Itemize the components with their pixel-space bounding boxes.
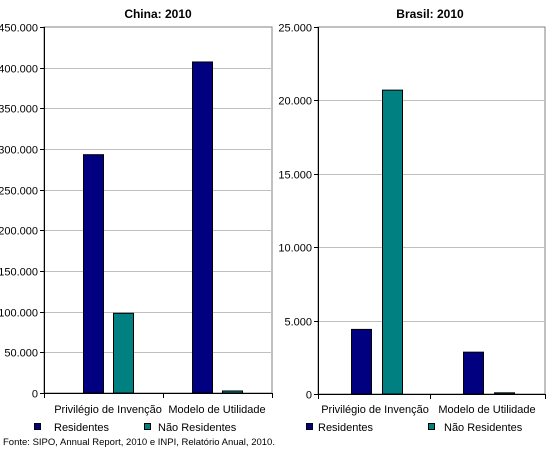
china-bar-nao-residentes-2: [222, 390, 243, 394]
brasil-y-tick-label: 20.000: [278, 96, 312, 108]
china-legend-swatch: [34, 423, 41, 430]
china-legend-label: Não Residentes: [158, 422, 237, 434]
source-note: Fonte: SIPO, Annual Report, 2010 e INPI,…: [3, 437, 275, 448]
brasil-category-label: Privilégio de Invenção: [321, 404, 429, 416]
china-y-tick-label: 450.000: [0, 23, 38, 35]
brasil-legend-swatch: [428, 423, 435, 430]
china-y-tick-label: 100.000: [0, 308, 38, 320]
china-y-tick-label: 250.000: [0, 186, 38, 198]
brasil-bar-residentes-1: [351, 328, 372, 395]
china-legend-label: Residentes: [54, 422, 110, 434]
brasil-legend-swatch: [306, 423, 313, 430]
china-bar-residentes-2: [192, 61, 213, 394]
brasil-bar-nao-residentes-1: [382, 89, 403, 395]
china-y-tick-label: 150.000: [0, 267, 38, 279]
brasil-chart-title: Brasil: 2010: [396, 7, 464, 21]
china-bar-residentes-1: [83, 154, 104, 394]
china-y-tick-label: 300.000: [0, 145, 38, 157]
brasil-bar-residentes-2: [463, 351, 484, 395]
china-category-label: Modelo de Utilidade: [168, 404, 265, 416]
brasil-category-label: Modelo de Utilidade: [438, 404, 535, 416]
china-y-tick-label: 0: [32, 389, 38, 401]
brasil-legend-label: Não Residentes: [444, 422, 523, 434]
brasil-y-tick-label: 15.000: [278, 170, 312, 182]
brasil-y-tick-label: 25.000: [278, 23, 312, 35]
china-y-tick-label: 400.000: [0, 64, 38, 76]
brasil-y-tick-label: 5.000: [284, 317, 312, 329]
china-y-tick-label: 350.000: [0, 104, 38, 116]
brasil-y-tick-label: 0: [306, 390, 312, 402]
brasil-y-tick-label: 10.000: [278, 243, 312, 255]
china-y-tick-label: 200.000: [0, 226, 38, 238]
china-y-tick-label: 50.000: [4, 348, 38, 360]
china-bar-nao-residentes-1: [113, 312, 134, 394]
china-legend-swatch: [144, 423, 151, 430]
china-chart-title: China: 2010: [124, 7, 192, 21]
brasil-bar-nao-residentes-2: [494, 392, 515, 395]
brasil-legend-label: Residentes: [318, 422, 374, 434]
china-plot-area: [43, 26, 273, 394]
china-category-label: Privilégio de Invenção: [54, 404, 162, 416]
